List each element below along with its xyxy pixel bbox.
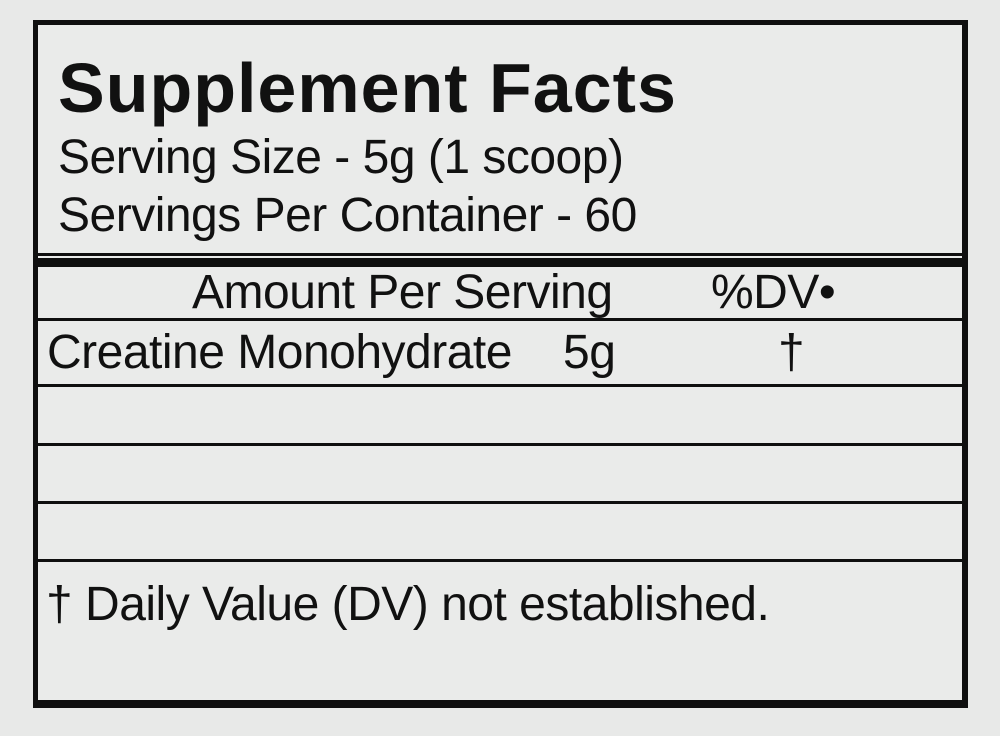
percent-dv-header: %DV•	[711, 266, 836, 319]
footnote-section: † Daily Value (DV) not established.	[38, 562, 962, 634]
serving-size-text: Serving Size - 5g (1 scoop)	[58, 131, 624, 184]
amount-per-serving-header: Amount Per Serving	[192, 266, 613, 319]
serving-info-section: Supplement Facts Serving Size - 5g (1 sc…	[38, 25, 962, 253]
servings-per-container-text: Servings Per Container - 60	[58, 189, 637, 242]
empty-table-row	[38, 387, 962, 446]
empty-table-row	[38, 504, 962, 562]
section-divider-thick-bar	[38, 258, 962, 267]
footnote-text: † Daily Value (DV) not established.	[46, 578, 770, 631]
supplement-facts-panel: Supplement Facts Serving Size - 5g (1 sc…	[33, 20, 968, 708]
table-header-row: Amount Per Serving %DV•	[38, 267, 962, 321]
nutrient-dv-dagger: †	[778, 326, 805, 379]
empty-table-row	[38, 446, 962, 504]
nutrient-amount: 5g	[563, 326, 616, 379]
nutrient-name: Creatine Monohydrate	[47, 326, 512, 379]
table-row: Creatine Monohydrate 5g †	[38, 321, 962, 387]
supplement-facts-title: Supplement Facts	[58, 49, 677, 127]
section-divider-thin-rule	[38, 253, 962, 256]
